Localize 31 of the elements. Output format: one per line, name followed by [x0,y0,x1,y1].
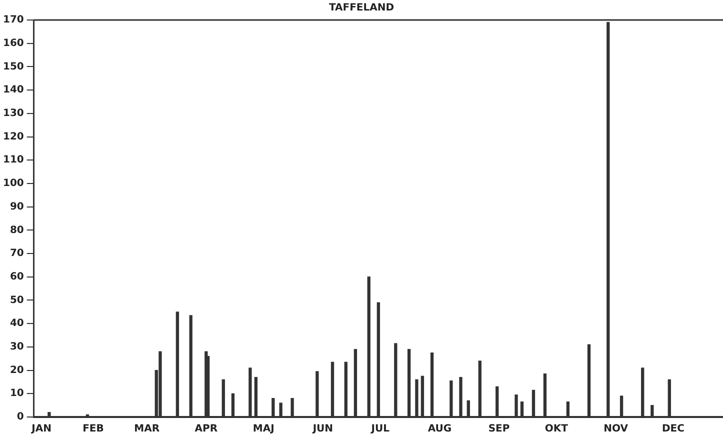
y-tick-label: 120 [3,131,24,142]
y-tick-label: 170 [3,14,24,26]
x-tick-label: AUG [428,424,452,435]
y-tick-label: 10 [10,388,24,400]
x-tick-label: OKT [544,424,568,435]
x-tick-label: MAR [134,424,160,435]
y-tick-label: 80 [10,224,24,236]
y-tick-label: 0 [16,412,24,423]
y-tick-label: 50 [10,294,24,306]
y-tick-label: 140 [3,84,24,96]
y-tick-label: 60 [10,271,24,282]
y-tick-label: 160 [3,38,24,49]
y-tick-label: 20 [10,364,24,376]
x-tick-label: FEB [82,424,104,435]
x-tick-label: JUN [312,424,334,435]
x-tick-label: DEC [662,424,684,435]
y-tick-label: 130 [3,108,24,120]
x-tick-label: JUL [370,424,390,435]
x-tick-label: MAJ [252,424,274,435]
y-tick-label: 90 [10,201,24,212]
y-tick-label: 30 [10,342,24,353]
y-tick-label: 70 [10,248,24,260]
y-tick-label: 100 [3,178,24,190]
y-tick-label: 110 [3,154,24,166]
y-tick-label: 150 [3,61,24,72]
x-tick-label: NOV [604,424,628,435]
x-tick-label: APR [194,424,218,435]
x-tick-label: SEP [488,424,510,435]
chart-title: TAFFELAND [328,2,394,14]
y-tick-label: 40 [10,318,24,330]
x-tick-label: JAN [30,424,52,435]
